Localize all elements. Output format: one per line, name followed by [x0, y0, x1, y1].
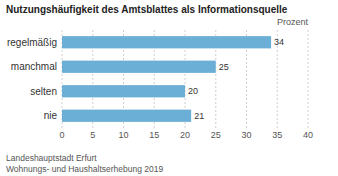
bar	[62, 85, 185, 97]
bar	[62, 61, 216, 73]
tick-label: 10	[118, 130, 128, 140]
tick-label: 0	[59, 130, 64, 140]
tick-label: 20	[180, 130, 190, 140]
grid	[62, 30, 308, 128]
footnotes: Landeshauptstadt ErfurtWohnungs- und Hau…	[6, 153, 163, 174]
tick-label: 40	[303, 130, 313, 140]
x-ticks: 0 5 10 15 20 25 30 35 40	[59, 130, 313, 140]
data-label: 34	[274, 37, 284, 47]
chart-container: Nutzungshäufigkeit des Amtsblattes als I…	[0, 0, 338, 176]
data-label: 25	[219, 62, 229, 72]
labels: nie 21 selten 20 manchmal 25 regelmäßig 34	[7, 37, 284, 122]
tick-label: 15	[149, 130, 159, 140]
category-label: selten	[30, 86, 57, 97]
data-label: 20	[188, 86, 198, 96]
category-label: regelmäßig	[7, 37, 57, 48]
category-label: manchmal	[11, 61, 57, 72]
bar	[62, 36, 271, 48]
tick-label: 25	[211, 130, 221, 140]
title: Nutzungshäufigkeit des Amtsblattes als I…	[6, 4, 288, 15]
category-label: nie	[44, 110, 58, 121]
bars	[62, 36, 271, 122]
footnote: Wohnungs- und Haushaltserhebung 2019	[6, 164, 163, 174]
chart-svg: Nutzungshäufigkeit des Amtsblattes als I…	[0, 0, 338, 176]
footnote: Landeshauptstadt Erfurt	[6, 153, 97, 163]
tick-label: 30	[241, 130, 251, 140]
data-label: 21	[194, 111, 204, 121]
grid-line	[308, 30, 309, 128]
tick-label: 5	[90, 130, 95, 140]
tick-label: 35	[272, 130, 282, 140]
bar	[62, 110, 191, 122]
x-axis-label: Prozent	[277, 17, 309, 27]
